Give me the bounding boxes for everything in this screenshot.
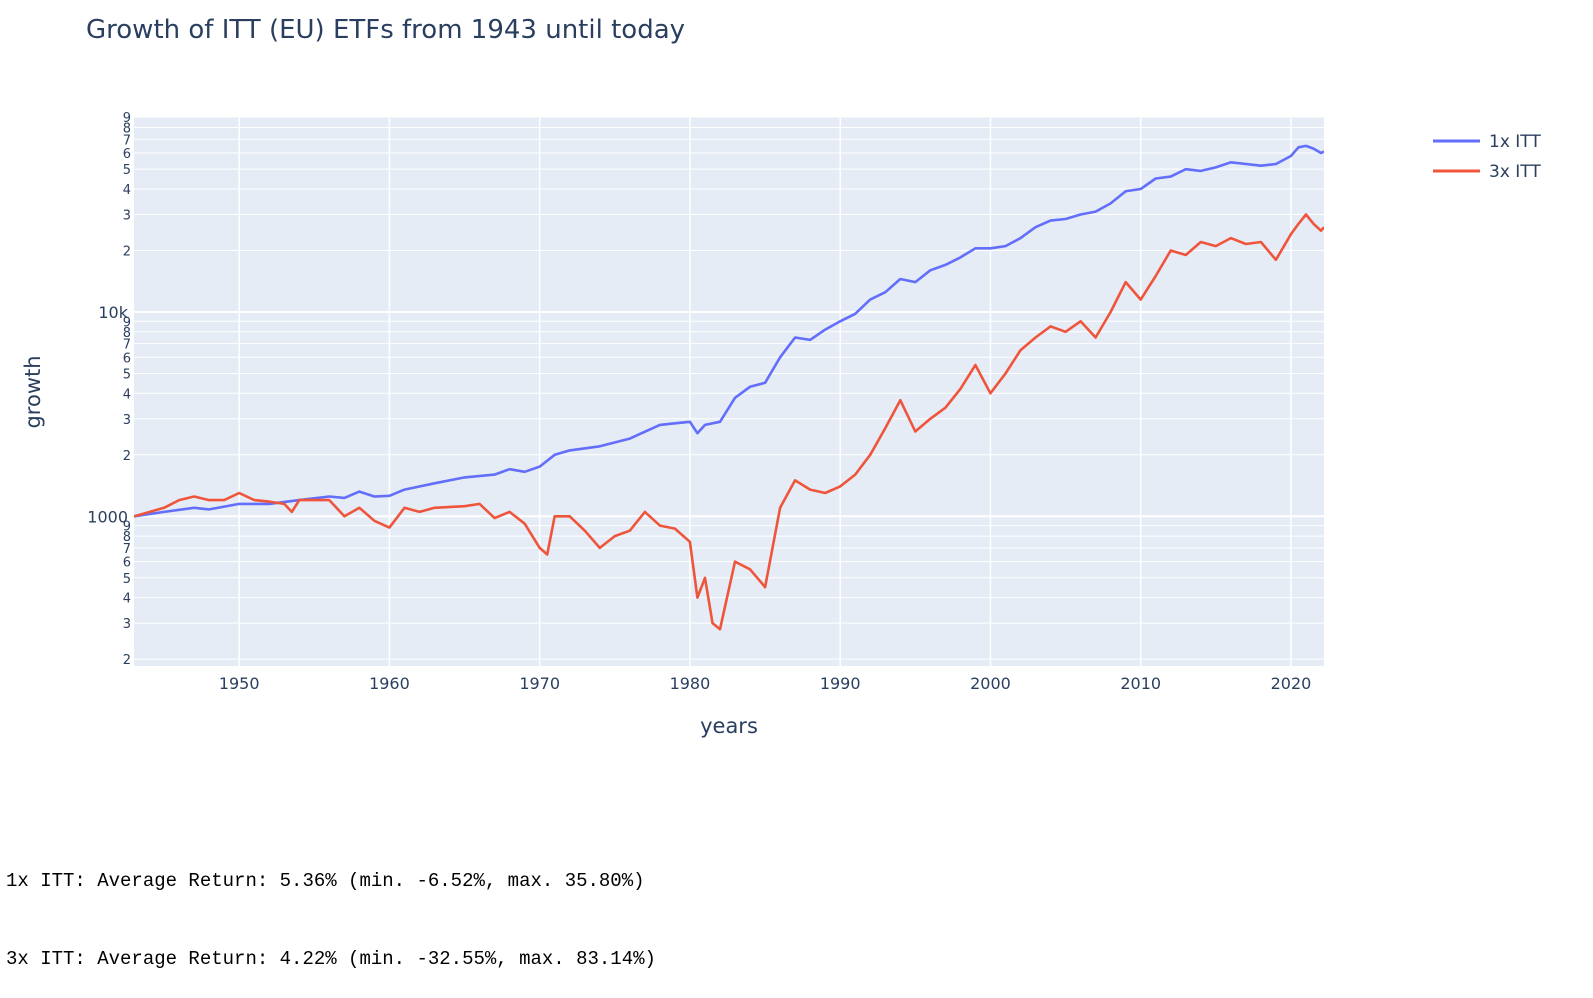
y-minor-tick-label: 6	[123, 147, 131, 162]
y-major-tick-label: 10k	[98, 303, 128, 322]
grid-lines	[134, 116, 1324, 666]
legend-item-1[interactable]: 3x ITT	[1433, 162, 1541, 182]
y-minor-tick-label: 2	[123, 449, 131, 464]
legend-item-0[interactable]: 1x ITT	[1433, 132, 1541, 152]
x-axis-title: years	[700, 714, 758, 738]
y-minor-tick-label: 4	[123, 592, 131, 607]
plot-area	[134, 117, 1324, 666]
y-minor-tick-label: 4	[123, 387, 131, 402]
y-minor-tick-label: 6	[123, 556, 131, 571]
y-minor-tick-label: 3	[123, 413, 131, 428]
y-minor-tick-label: 7	[123, 338, 131, 353]
stats-line-1x: 1x ITT: Average Return: 5.36% (min. -6.5…	[6, 870, 645, 892]
x-tick-label: 2010	[1120, 674, 1161, 693]
y-minor-tick-label: 2	[123, 653, 131, 668]
legend[interactable]: 1x ITT 3x ITT	[1433, 132, 1541, 182]
y-minor-tick-label: 8	[123, 530, 131, 545]
y-minor-tick-label: 3	[123, 208, 131, 223]
x-tick-label: 1990	[820, 674, 861, 693]
y-minor-tick-label: 9	[123, 315, 131, 330]
y-minor-tick-label: 3	[123, 617, 131, 632]
chart-title: Growth of ITT (EU) ETFs from 1943 until …	[86, 15, 685, 45]
y-axis-title: growth	[21, 355, 45, 428]
y-minor-tick-label: 8	[123, 121, 131, 136]
y-minor-tick-label: 7	[123, 542, 131, 557]
y-minor-tick-label: 8	[123, 326, 131, 341]
x-tick-label: 1960	[369, 674, 410, 693]
y-minor-tick-label: 9	[123, 111, 131, 126]
series-line-0	[134, 144, 1324, 518]
y-minor-tick-label: 9	[123, 520, 131, 535]
y-minor-tick-label: 6	[123, 351, 131, 366]
y-minor-tick-label: 7	[123, 133, 131, 148]
legend-label: 3x ITT	[1489, 162, 1541, 182]
x-tick-label: 1980	[670, 674, 711, 693]
y-major-tick-label: 1000	[87, 507, 128, 526]
y-minor-tick-label: 5	[123, 572, 131, 587]
x-tick-label: 2020	[1271, 674, 1312, 693]
stats-line-3x: 3x ITT: Average Return: 4.22% (min. -32.…	[6, 948, 656, 970]
y-minor-tick-label: 4	[123, 183, 131, 198]
x-tick-label: 1970	[519, 674, 560, 693]
y-minor-tick-label: 5	[123, 367, 131, 382]
y-minor-tick-label: 5	[123, 163, 131, 178]
series-line-1	[134, 213, 1324, 631]
y-minor-tick-label: 2	[123, 244, 131, 259]
legend-label: 1x ITT	[1489, 132, 1541, 152]
return-stats: 1x ITT: Average Return: 5.36% (min. -6.5…	[6, 816, 656, 998]
growth-chart: Growth of ITT (EU) ETFs from 1943 until …	[21, 15, 1541, 738]
x-tick-label: 2000	[970, 674, 1011, 693]
x-axis-ticks: 1950 1960 1970 1980 1990 2000 2010 2020	[219, 674, 1311, 693]
series-layer	[134, 144, 1324, 631]
x-tick-label: 1950	[219, 674, 260, 693]
